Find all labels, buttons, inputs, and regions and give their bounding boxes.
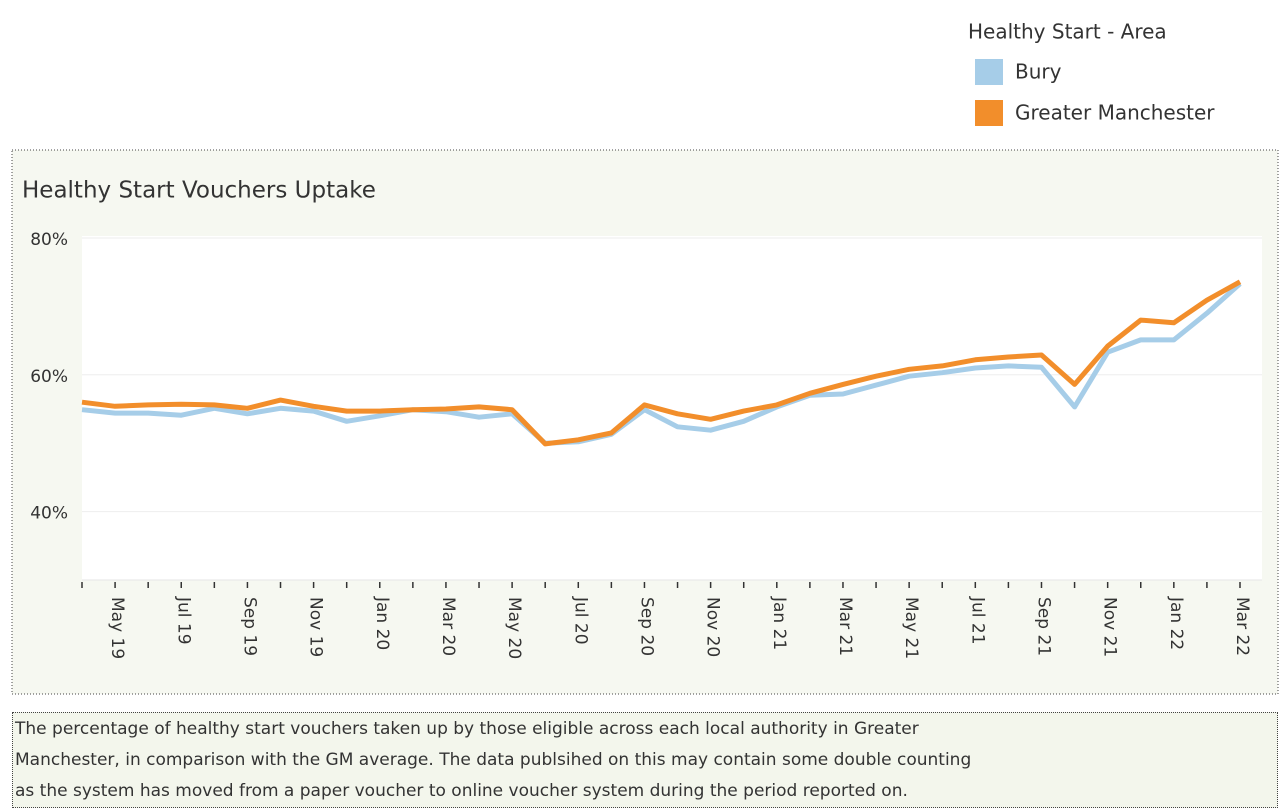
footnote: The percentage of healthy start vouchers…: [12, 712, 1278, 808]
footnote-line: Manchester, in comparison with the GM av…: [15, 750, 972, 770]
x-tick-label: Sep 19: [239, 597, 259, 656]
x-tick-label: Jul 19: [173, 596, 193, 645]
chart: Healthy Start Vouchers Uptake Healthy St…: [11, 20, 1279, 695]
legend-label: Greater Manchester: [1015, 101, 1215, 125]
chart-title: Healthy Start Vouchers Uptake: [22, 178, 376, 204]
footnote-line: The percentage of healthy start vouchers…: [15, 719, 919, 739]
y-tick-label: 40%: [30, 504, 68, 524]
x-tick-label: May 19: [107, 597, 127, 659]
y-tick-label: 80%: [30, 230, 68, 250]
legend-title: Healthy Start - Area: [968, 20, 1167, 44]
x-tick-label: Nov 19: [306, 597, 326, 657]
x-tick-label: Jan 21: [769, 596, 789, 650]
x-tick-label: Jan 20: [372, 596, 392, 650]
legend-swatch: [975, 100, 1003, 126]
legend-swatch: [975, 59, 1003, 85]
x-tick-label: Sep 20: [636, 597, 656, 656]
legend-label: Bury: [1015, 60, 1062, 84]
series-line: [81, 281, 1242, 446]
x-tick-label: Mar 20: [438, 597, 458, 656]
x-tick-label: May 20: [504, 597, 524, 659]
y-tick-label: 60%: [30, 367, 68, 387]
series-line: [81, 279, 1242, 447]
x-tick-label: Mar 22: [1232, 597, 1252, 656]
x-tick-label: Nov 21: [1100, 597, 1120, 657]
x-tick-label: Jul 20: [570, 596, 590, 645]
x-tick-label: Jul 21: [967, 596, 987, 645]
x-tick-label: Mar 21: [835, 597, 855, 656]
x-tick-label: Jan 22: [1166, 596, 1186, 650]
x-tick-label: Nov 20: [703, 597, 723, 657]
x-tick-label: May 21: [901, 597, 921, 659]
x-tick-label: Sep 21: [1033, 597, 1053, 656]
footnote-line: as the system has moved from a paper vou…: [15, 781, 908, 801]
